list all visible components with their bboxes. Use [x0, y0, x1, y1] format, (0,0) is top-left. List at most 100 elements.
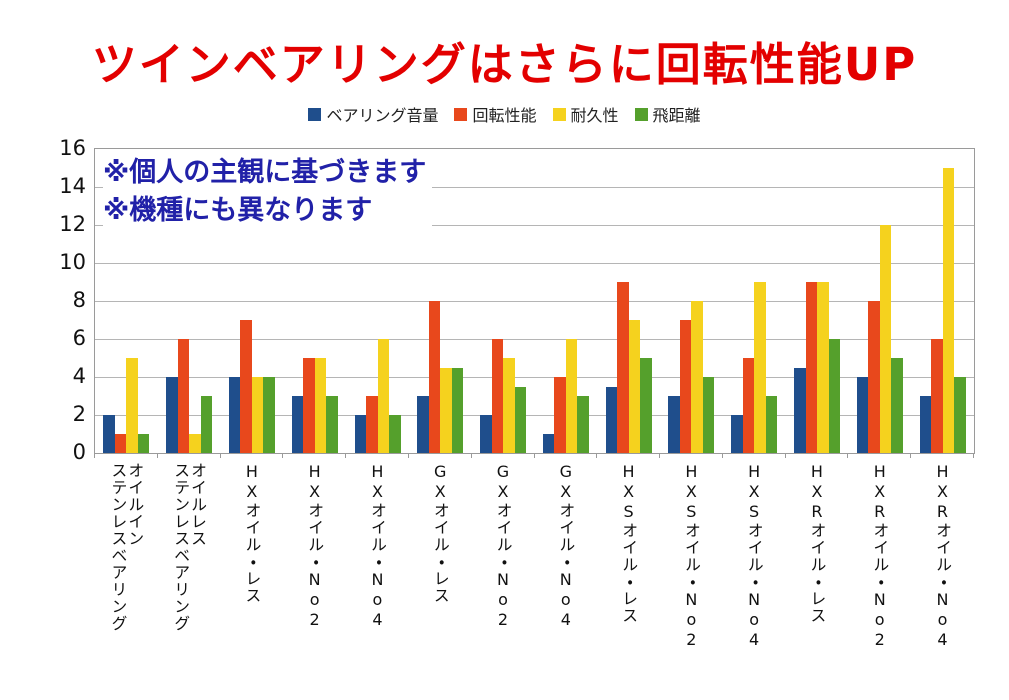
bar — [742, 358, 755, 453]
bar — [354, 415, 367, 453]
bar-group — [221, 149, 284, 453]
x-axis-category-label: HXSオイル・No4 — [744, 462, 764, 650]
gridline — [95, 415, 974, 416]
disclaimer-line-2: ※機種にも異なります — [103, 194, 373, 226]
x-axis-category-label: GXオイル・No4 — [556, 462, 576, 630]
bar — [166, 377, 178, 453]
legend-swatch-icon — [552, 107, 566, 121]
x-axis-category-label: GXオイル・No2 — [493, 462, 513, 630]
bar — [879, 225, 892, 453]
x-axis-category-label: GXオイル・レス — [430, 462, 450, 604]
chart-legend: ベアリング音量 回転性能 耐久性 飛距離 — [0, 102, 1009, 126]
bar — [731, 415, 743, 453]
x-axis-category-label: HXSオイル・No2 — [681, 462, 701, 650]
bar — [702, 377, 715, 453]
bar — [177, 339, 190, 453]
gridline — [95, 187, 974, 188]
bar — [640, 358, 652, 453]
bar — [228, 377, 241, 453]
gridline — [95, 377, 974, 378]
x-axis-tick — [847, 453, 849, 458]
bar-group — [911, 149, 974, 453]
legend-item-durability: 耐久性 — [552, 102, 619, 126]
bar — [954, 377, 966, 453]
bar-group — [723, 149, 786, 453]
bar — [765, 396, 778, 453]
bar-group — [346, 149, 409, 453]
legend-label: 飛距離 — [652, 106, 701, 125]
x-axis-tick — [659, 453, 661, 458]
x-axis-tick — [533, 453, 535, 458]
bar — [919, 396, 932, 453]
bar — [577, 396, 589, 453]
y-axis-tick-label: 10 — [59, 250, 86, 274]
x-axis-category-label: HXオイル・レス — [242, 462, 262, 604]
gridline — [95, 263, 974, 264]
y-axis-tick-label: 8 — [72, 288, 86, 312]
x-axis-category-label: HXオイル・No2 — [305, 462, 325, 630]
x-axis-tick — [407, 453, 409, 458]
legend-item-rotation: 回転性能 — [454, 102, 537, 126]
bar — [200, 396, 213, 453]
bar — [389, 415, 401, 453]
bar — [931, 339, 943, 453]
bar — [451, 367, 464, 453]
bar — [263, 377, 275, 453]
bar — [942, 168, 955, 453]
bar — [126, 358, 138, 453]
legend-swatch-icon — [634, 107, 648, 121]
bar — [428, 301, 441, 453]
bar — [754, 282, 766, 453]
x-axis-category-label: オイルレス ステンレスベアリング — [171, 462, 207, 632]
bar — [605, 386, 618, 453]
x-axis-tick — [910, 453, 912, 458]
bar — [440, 367, 452, 453]
bar-group — [660, 149, 723, 453]
legend-swatch-icon — [308, 107, 322, 121]
y-axis-tick-label: 4 — [72, 364, 86, 388]
bar-group — [597, 149, 660, 453]
chart-title: ツインベアリングはさらに回転性能UP — [91, 38, 918, 91]
x-axis-category-label: HXオイル・No4 — [367, 462, 387, 630]
bar — [691, 301, 703, 453]
bar-group — [158, 149, 221, 453]
legend-label: 耐久性 — [570, 106, 619, 125]
bar — [240, 320, 252, 453]
x-axis-category-label: HXRオイル・No2 — [870, 462, 890, 650]
legend-label: 回転性能 — [472, 106, 537, 125]
bar — [514, 386, 527, 453]
bar — [817, 282, 829, 453]
bar — [828, 339, 841, 453]
bar — [542, 434, 555, 453]
x-axis-category-label: HXSオイル・レス — [619, 462, 639, 624]
gridline — [95, 301, 974, 302]
bar-group — [472, 149, 535, 453]
bar — [137, 434, 150, 453]
x-axis-tick — [470, 453, 472, 458]
y-axis-tick-label: 12 — [59, 212, 86, 236]
bar — [856, 377, 869, 453]
legend-item-bearing-noise: ベアリング音量 — [308, 102, 438, 126]
y-axis-tick-label: 6 — [72, 326, 86, 350]
bar — [794, 367, 806, 453]
bar — [491, 339, 504, 453]
x-axis-tick — [156, 453, 158, 458]
bar — [617, 282, 629, 453]
bar-group — [409, 149, 472, 453]
bar — [114, 434, 127, 453]
x-axis-tick — [219, 453, 221, 458]
legend-label: ベアリング音量 — [326, 106, 439, 125]
bar — [366, 396, 378, 453]
bar — [480, 415, 492, 453]
x-axis-tick — [596, 453, 598, 458]
plot-area: ※個人の主観に基づきます ※機種にも異なります — [94, 148, 975, 454]
bar — [679, 320, 692, 453]
x-axis-tick — [282, 453, 284, 458]
bar — [668, 396, 680, 453]
bar — [868, 301, 880, 453]
bar-group — [95, 149, 158, 453]
legend-item-distance: 飛距離 — [634, 102, 701, 126]
disclaimer-note: ※個人の主観に基づきます ※機種にも異なります — [103, 154, 433, 232]
bar-group — [786, 149, 849, 453]
